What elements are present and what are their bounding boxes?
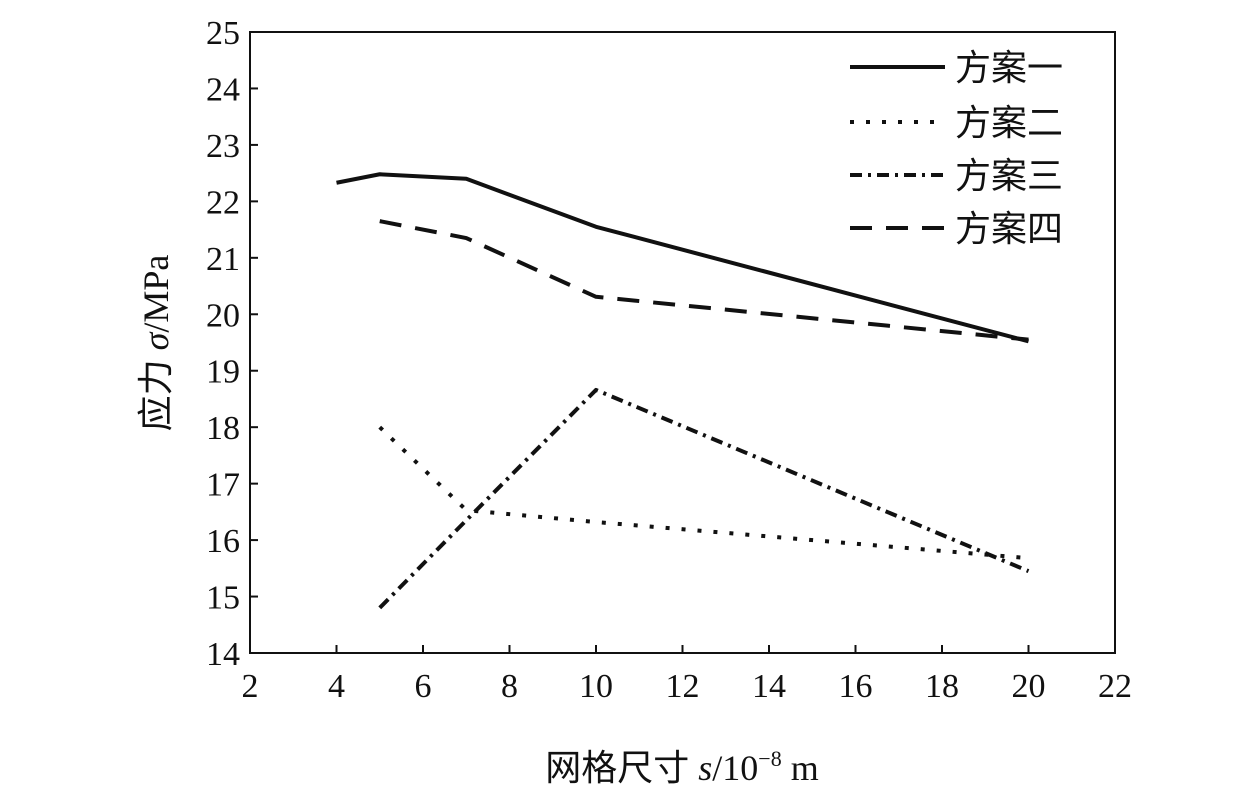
x-tick-label: 22 bbox=[1098, 668, 1132, 705]
x-tick-label: 20 bbox=[1012, 668, 1046, 705]
legend-label-2: 方案二 bbox=[955, 103, 1063, 143]
x-tick-label: 10 bbox=[579, 668, 613, 705]
series-line-3 bbox=[380, 390, 1029, 608]
y-tick-label: 17 bbox=[206, 467, 240, 504]
x-tick-label: 4 bbox=[328, 668, 345, 705]
series-line-4 bbox=[380, 221, 1029, 340]
y-tick-label: 14 bbox=[206, 636, 240, 673]
y-tick-label: 20 bbox=[206, 297, 240, 334]
x-tick-label: 18 bbox=[925, 668, 959, 705]
legend-label-3: 方案三 bbox=[955, 156, 1063, 196]
series-line-1 bbox=[337, 174, 1029, 341]
x-axis-label: 网格尺寸 s/10−8 m bbox=[545, 746, 818, 788]
legend-label-1: 方案一 bbox=[955, 48, 1063, 88]
y-axis-label: 应力 σ/MPa bbox=[136, 255, 176, 432]
y-tick-label: 24 bbox=[206, 71, 240, 108]
y-tick-label: 23 bbox=[206, 128, 240, 165]
y-tick-label: 25 bbox=[206, 15, 240, 52]
series-line-2 bbox=[380, 427, 1029, 558]
y-tick-label: 21 bbox=[206, 241, 240, 278]
y-tick-label: 15 bbox=[206, 580, 240, 617]
legend-label-4: 方案四 bbox=[955, 209, 1063, 249]
x-tick-label: 14 bbox=[752, 668, 786, 705]
x-tick-label: 16 bbox=[839, 668, 873, 705]
y-tick-label: 19 bbox=[206, 354, 240, 391]
x-tick-label: 2 bbox=[242, 668, 259, 705]
x-tick-label: 12 bbox=[666, 668, 700, 705]
y-tick-label: 18 bbox=[206, 410, 240, 447]
y-tick-label: 16 bbox=[206, 523, 240, 560]
y-tick-label: 22 bbox=[206, 184, 240, 221]
x-tick-label: 8 bbox=[501, 668, 518, 705]
x-tick-label: 6 bbox=[415, 668, 432, 705]
